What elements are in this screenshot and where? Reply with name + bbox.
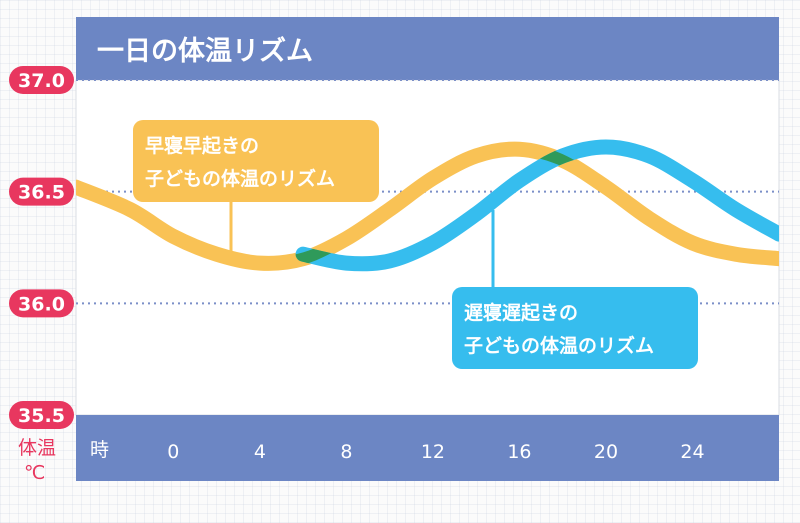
chart-title: 一日の体温リズム — [97, 35, 313, 67]
y-tick-label: 36.0 — [18, 293, 65, 315]
callout-late-text: 子どもの体温のリズム — [464, 334, 654, 357]
header-band — [76, 17, 779, 80]
x-tick-label: 8 — [340, 441, 352, 463]
y-tick: 36.5 — [9, 177, 74, 206]
y-axis-label: 体温 ℃ — [18, 437, 62, 484]
x-tick-label: 0 — [167, 441, 179, 463]
y-axis-label-line-2: ℃ — [24, 462, 45, 484]
x-axis-label: 時 — [90, 439, 109, 461]
y-tick: 37.0 — [9, 66, 74, 94]
callout-early-text: 子どもの体温のリズム — [145, 167, 335, 190]
y-tick-pill — [9, 401, 74, 429]
y-tick: 35.5 — [9, 401, 74, 429]
series-line-late — [295, 139, 779, 272]
y-tick-pill — [9, 289, 74, 318]
x-tick-label: 4 — [254, 441, 266, 463]
callout-late-box — [452, 287, 698, 369]
x-axis-ticks: 時 0 4 8 12 16 20 24 — [90, 439, 705, 463]
series-line-early — [76, 141, 779, 271]
y-axis-label-line-1: 体温 — [18, 437, 56, 459]
y-tick-pill — [9, 66, 74, 94]
y-axis-ticks: 37.0 36.5 36.0 35.5 — [9, 66, 74, 429]
x-tick-label: 12 — [421, 441, 445, 463]
y-tick-label: 35.5 — [18, 405, 65, 427]
callout-early-text: 早寝早起きの — [145, 134, 259, 157]
x-tick-label: 24 — [680, 441, 704, 463]
series-lines — [76, 139, 779, 272]
callout-early-box — [133, 120, 379, 202]
y-tick-label: 36.5 — [18, 182, 65, 204]
y-tick-label: 37.0 — [18, 70, 65, 92]
x-tick-label: 16 — [507, 441, 531, 463]
y-tick: 36.0 — [9, 289, 74, 318]
x-axis-band — [76, 415, 779, 481]
callout-late-text: 遅寝遅起きの — [464, 301, 578, 324]
y-tick-pill — [9, 177, 74, 206]
x-tick-label: 20 — [594, 441, 618, 463]
